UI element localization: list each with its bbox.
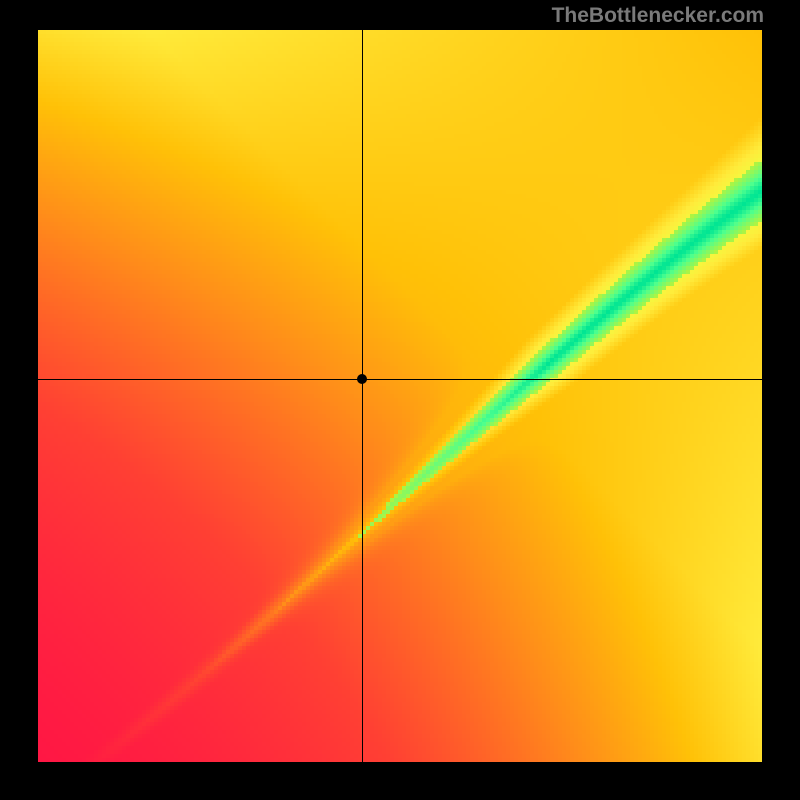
chart-container: TheBottlenecker.com xyxy=(0,0,800,800)
crosshair-vertical xyxy=(362,30,363,762)
bottleneck-heatmap xyxy=(38,30,762,762)
watermark-text: TheBottlenecker.com xyxy=(552,4,764,28)
crosshair-horizontal xyxy=(38,379,762,380)
